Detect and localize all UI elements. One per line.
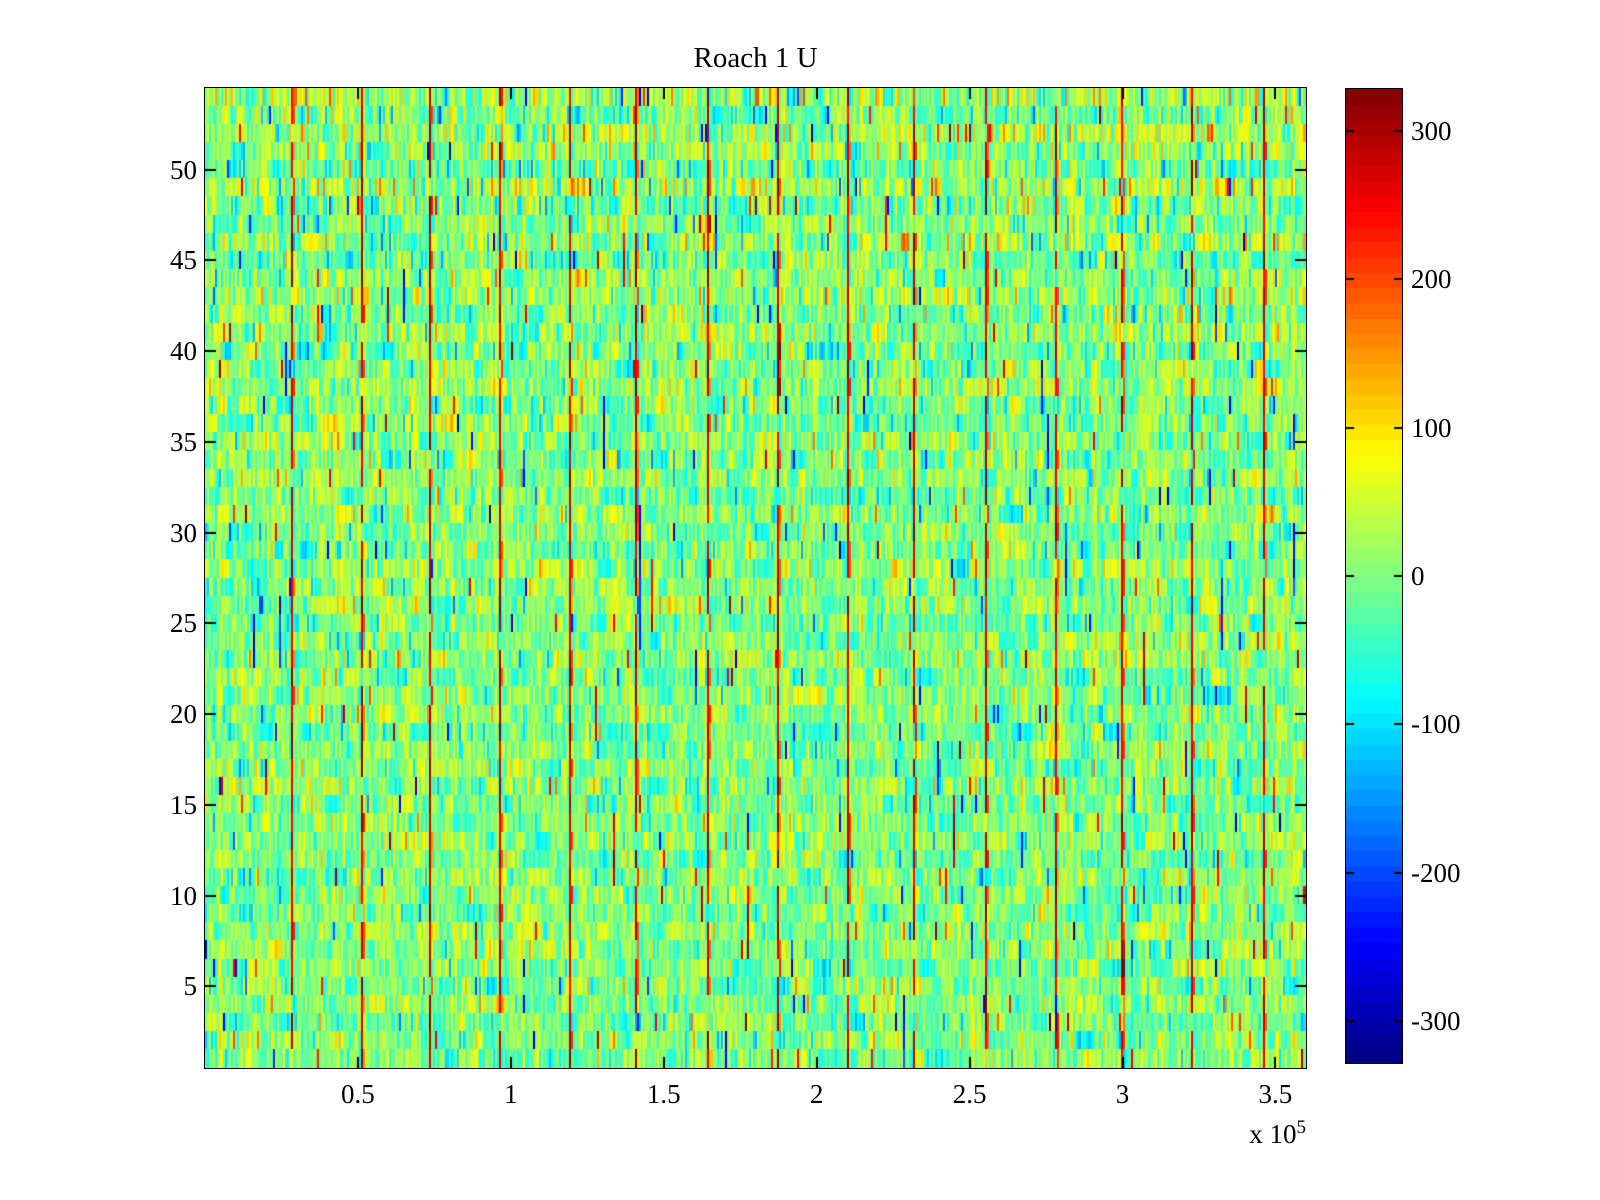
x-axis-exponent-label: x 105: [1106, 1113, 1306, 1149]
x-tick-label: 3.5: [1258, 1079, 1293, 1109]
y-tick-label: 35: [170, 426, 197, 457]
x-tick-label: 1: [504, 1079, 518, 1109]
y-tick-label: 25: [170, 608, 197, 639]
x-axis-exponent-power: 5: [1296, 1117, 1307, 1138]
x-tick-label: 1.5: [646, 1079, 681, 1109]
plot-title: Roach 1 U: [693, 42, 818, 74]
y-tick-label: 30: [170, 517, 197, 548]
colorbar-tick-label: -300: [1411, 1006, 1461, 1037]
colorbar-tick-label: 100: [1411, 412, 1452, 443]
y-tick-label: 10: [170, 880, 197, 911]
x-axis-exponent-base: x 10: [1249, 1119, 1297, 1149]
y-tick-label: 50: [170, 154, 197, 185]
colorbar: [1345, 88, 1403, 1064]
y-tick-label: 40: [170, 336, 197, 367]
heatmap-canvas: [205, 88, 1306, 1068]
colorbar-canvas: [1346, 89, 1402, 1063]
x-tick-label: 3: [1115, 1079, 1130, 1109]
x-tick-label: 2: [809, 1079, 824, 1109]
colorbar-tick-label: 300: [1411, 115, 1452, 146]
colorbar-tick-label: -100: [1411, 709, 1461, 740]
y-tick-label: 15: [170, 789, 197, 820]
colorbar-tick-label: 0: [1411, 561, 1425, 591]
heatmap-plot-area: [204, 87, 1307, 1069]
colorbar-tick-label: -200: [1411, 857, 1461, 888]
x-tick-label: 0.5: [341, 1079, 375, 1109]
y-tick-label: 45: [170, 245, 197, 276]
y-tick-label: 5: [183, 971, 198, 1002]
y-tick-label: 20: [170, 699, 197, 730]
x-tick-label: 2.5: [952, 1079, 987, 1109]
colorbar-tick-label: 200: [1411, 264, 1452, 295]
